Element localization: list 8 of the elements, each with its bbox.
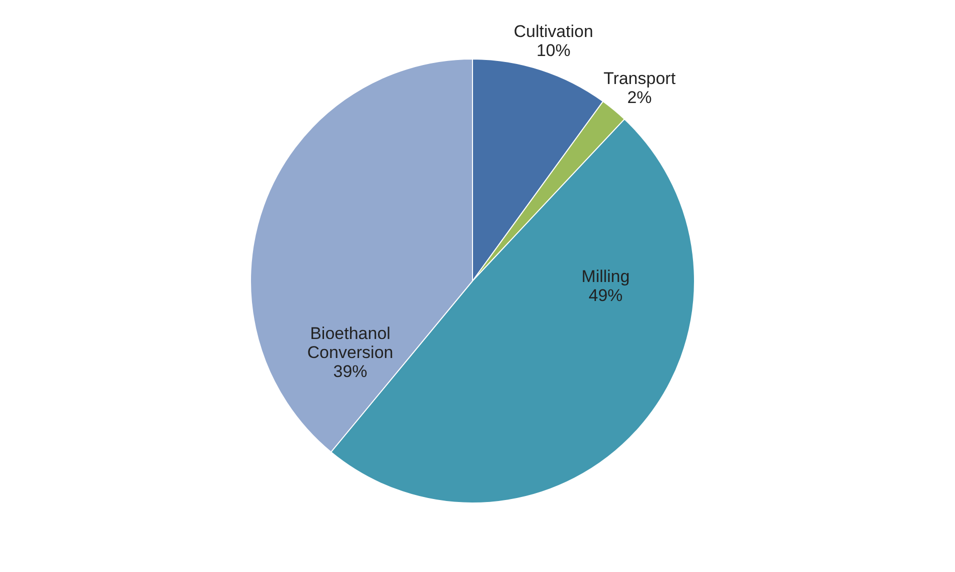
slice-label: Cultivation <box>514 22 594 41</box>
data-label: 39% <box>333 362 368 381</box>
data-label: 49% <box>588 286 623 305</box>
data-label: 2% <box>627 88 652 108</box>
slice-label: Milling <box>582 266 630 286</box>
slice-label: Bioethanol Conversion <box>307 324 394 362</box>
slice-label: Transport <box>603 69 676 88</box>
data-label: 10% <box>536 40 570 60</box>
